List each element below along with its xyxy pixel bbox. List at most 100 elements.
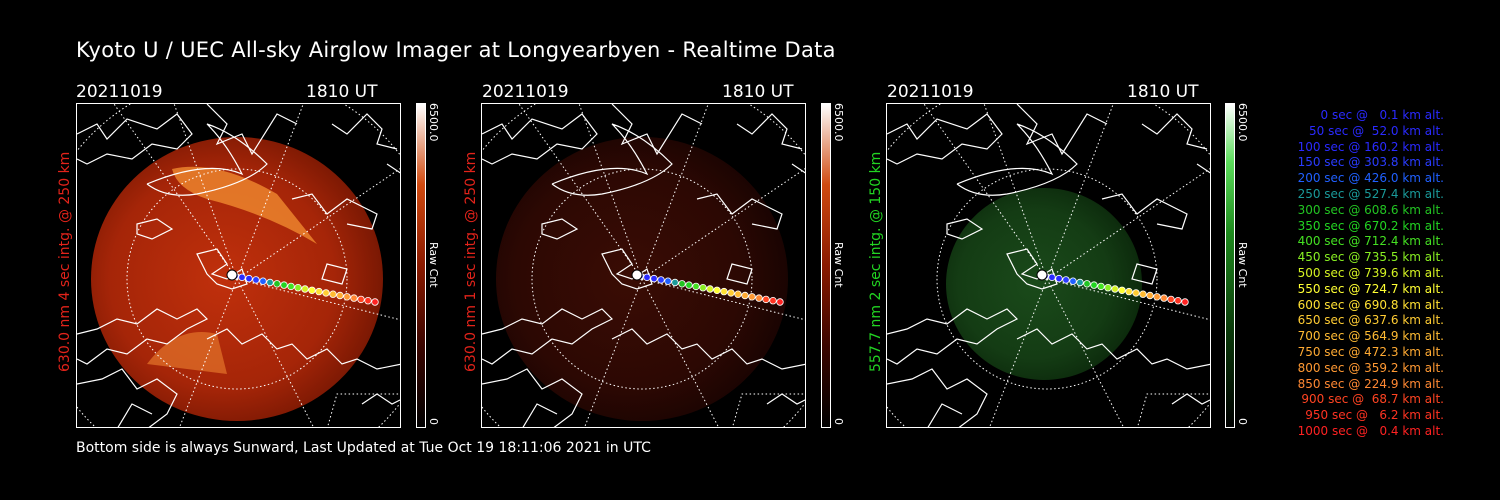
trajectory-point bbox=[657, 276, 665, 284]
longitude-line bbox=[641, 104, 709, 280]
trajectory-point bbox=[1118, 286, 1126, 294]
panel-3-colorbar-max: 6500.0 bbox=[1236, 103, 1249, 142]
longitude-line bbox=[236, 278, 314, 427]
legend-entry: 750 sec @ 472.3 km alt. bbox=[1297, 344, 1444, 359]
coastline bbox=[321, 263, 348, 285]
footer-note: Bottom side is always Sunward, Last Upda… bbox=[76, 440, 651, 456]
longitude-line bbox=[1046, 278, 1210, 321]
longitude-line bbox=[641, 278, 805, 321]
panel-3-colorbar-label: Raw Cnt bbox=[1236, 242, 1249, 288]
coastline bbox=[611, 104, 703, 156]
grid-line bbox=[327, 393, 400, 427]
site-marker bbox=[226, 269, 238, 281]
trajectory-point bbox=[364, 296, 372, 305]
coastline bbox=[956, 123, 1078, 196]
legend-entry: 700 sec @ 564.9 km alt. bbox=[1297, 329, 1444, 344]
trajectory-point bbox=[308, 286, 316, 294]
trajectory-point bbox=[1146, 291, 1154, 300]
trajectory-point bbox=[350, 294, 358, 302]
panel-2-time: 1810 UT bbox=[722, 82, 794, 102]
trajectory-point bbox=[755, 294, 763, 302]
panel-1-time: 1810 UT bbox=[306, 82, 378, 102]
page-title: Kyoto U / UEC All-sky Airglow Imager at … bbox=[76, 38, 836, 62]
coastline bbox=[206, 104, 298, 156]
trajectory-point bbox=[1167, 295, 1175, 304]
trajectory-point bbox=[336, 291, 344, 300]
coastline bbox=[696, 193, 783, 230]
coastline bbox=[522, 403, 558, 427]
coastline bbox=[541, 218, 579, 240]
longitude-line bbox=[1046, 104, 1114, 280]
coastline bbox=[361, 393, 400, 405]
trajectory bbox=[226, 269, 379, 306]
trajectory-point bbox=[1055, 274, 1063, 283]
trajectory-point bbox=[650, 274, 658, 283]
trajectory-point bbox=[1083, 280, 1091, 288]
panel-1-colorbar-max: 6500.0 bbox=[427, 103, 440, 142]
trajectory-point bbox=[1153, 293, 1161, 301]
trajectory-point bbox=[769, 296, 777, 305]
trajectory-point bbox=[748, 293, 756, 301]
site-marker bbox=[631, 269, 643, 281]
longitude-line bbox=[236, 104, 304, 280]
coastline bbox=[196, 248, 248, 290]
coastline bbox=[1016, 328, 1210, 370]
longitude-line bbox=[1046, 278, 1124, 427]
site-marker bbox=[1036, 269, 1048, 281]
coastline bbox=[77, 113, 193, 165]
coastline bbox=[887, 113, 1003, 165]
trajectory-point bbox=[1111, 285, 1119, 293]
trajectory-point bbox=[1062, 276, 1070, 284]
trajectory-point bbox=[322, 289, 330, 297]
trajectory-point bbox=[699, 283, 707, 292]
trajectory-point bbox=[245, 274, 253, 283]
trajectory-point bbox=[329, 290, 337, 298]
trajectory-point bbox=[1090, 281, 1098, 289]
legend-entry: 650 sec @ 637.6 km alt. bbox=[1297, 313, 1444, 328]
legend-entry: 100 sec @ 160.2 km alt. bbox=[1297, 139, 1444, 154]
coastline bbox=[146, 123, 268, 196]
trajectory-point bbox=[685, 281, 693, 289]
legend-entry: 950 sec @ 6.2 km alt. bbox=[1305, 408, 1444, 423]
legend-entry: 850 sec @ 224.9 km alt. bbox=[1297, 376, 1444, 391]
trajectory-point bbox=[1139, 290, 1147, 298]
trajectory-point bbox=[238, 273, 246, 281]
coastline bbox=[736, 113, 805, 174]
panel-1-colorbar-label: Raw Cnt bbox=[427, 242, 440, 288]
panel-1-colorbar bbox=[416, 103, 426, 428]
trajectory-point bbox=[692, 282, 700, 291]
trajectory-point bbox=[643, 273, 651, 281]
panel-3-side-label: 557.7 nm 2 sec intg. @ 150 km bbox=[868, 151, 884, 372]
legend-entry: 300 sec @ 608.6 km alt. bbox=[1297, 202, 1444, 217]
trajectory-point bbox=[734, 290, 742, 298]
latitude-circle bbox=[531, 168, 753, 390]
legend-entry: 900 sec @ 68.7 km alt. bbox=[1301, 392, 1444, 407]
coastline bbox=[887, 308, 1019, 365]
trajectory-point bbox=[671, 278, 679, 287]
trajectory-point bbox=[1069, 277, 1077, 285]
coastline bbox=[1131, 263, 1158, 285]
legend-entry: 150 sec @ 303.8 km alt. bbox=[1297, 155, 1444, 170]
coastline bbox=[551, 123, 673, 196]
coastline bbox=[946, 218, 984, 240]
trajectory-point bbox=[357, 295, 365, 304]
panel-2-colorbar-min: 0 bbox=[832, 418, 845, 425]
trajectory-point bbox=[266, 278, 274, 287]
legend-entry: 500 sec @ 739.6 km alt. bbox=[1297, 265, 1444, 280]
coastline bbox=[1171, 393, 1210, 405]
coastline bbox=[482, 308, 614, 365]
panel-1-map bbox=[76, 103, 401, 428]
trajectory-point bbox=[259, 277, 267, 285]
coastline bbox=[766, 393, 805, 405]
trajectory-point bbox=[343, 293, 351, 301]
trajectory-point bbox=[371, 298, 379, 306]
legend-entry: 50 sec @ 52.0 km alt. bbox=[1309, 123, 1444, 138]
panel-3-date: 20211019 bbox=[887, 82, 974, 102]
panel-2-side-label: 630.0 nm 1 sec intg. @ 250 km bbox=[463, 151, 479, 372]
coastline bbox=[482, 113, 598, 165]
coastline bbox=[291, 193, 378, 230]
trajectory-point bbox=[741, 291, 749, 300]
trajectory bbox=[1036, 269, 1189, 306]
coastline bbox=[117, 403, 153, 427]
trajectory-point bbox=[1132, 289, 1140, 297]
